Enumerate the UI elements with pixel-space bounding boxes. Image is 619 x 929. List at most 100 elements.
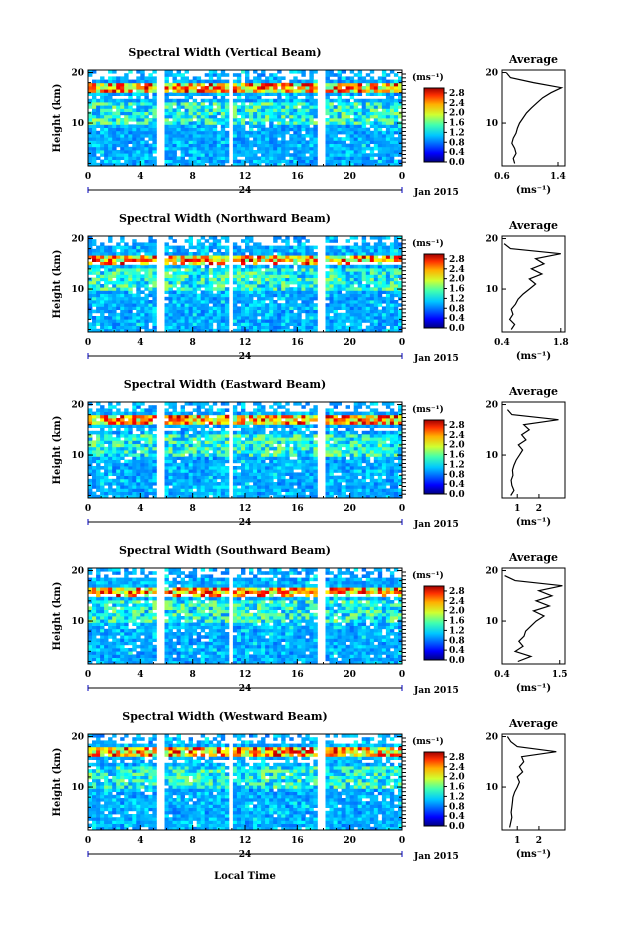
- heatmap-cell: [345, 162, 350, 167]
- heatmap-cell: [349, 248, 355, 253]
- heatmap-cell: [236, 280, 242, 285]
- heatmap-cell: [96, 137, 101, 141]
- heatmap-cell: [393, 271, 399, 275]
- heatmap-cell: [216, 102, 222, 106]
- heatmap-cell: [104, 245, 109, 250]
- heatmap-cell: [132, 124, 137, 128]
- heatmap-cell: [92, 248, 97, 253]
- heatmap-cell: [224, 82, 230, 87]
- heatmap-cell: [289, 140, 294, 144]
- heatmap-cell: [293, 162, 298, 167]
- heatmap-cell: [293, 290, 298, 294]
- heatmap-cell: [281, 118, 286, 122]
- heatmap-cell: [301, 255, 306, 259]
- heatmap-cell: [168, 156, 173, 160]
- heatmap-cell: [232, 488, 238, 492]
- heatmap-cell: [345, 98, 350, 103]
- heatmap-cell: [341, 130, 346, 135]
- heatmap-cell: [120, 111, 125, 116]
- heatmap-cell: [132, 86, 137, 90]
- heatmap-cell: [337, 296, 342, 301]
- heatmap-cell: [236, 316, 242, 320]
- heatmap-cell: [128, 322, 133, 326]
- heatmap-cell: [245, 293, 250, 298]
- heatmap-cell: [349, 236, 355, 240]
- heatmap-cell: [188, 453, 193, 457]
- heatmap-cell: [293, 245, 298, 250]
- average-unit: (ms⁻¹): [516, 351, 551, 362]
- heatmap-cell: [257, 287, 262, 291]
- heatmap-cell: [116, 143, 121, 148]
- heatmap-cell: [385, 277, 391, 282]
- heatmap-cell: [104, 303, 109, 307]
- heatmap-cell: [224, 248, 230, 253]
- heatmap-cell: [265, 258, 270, 262]
- heatmap-cell: [216, 73, 222, 77]
- heatmap-cell: [353, 143, 359, 148]
- heatmap-cell: [377, 102, 383, 106]
- heatmap-cell: [108, 95, 113, 100]
- heatmap-cell: [124, 264, 129, 269]
- heatmap-cell: [253, 290, 258, 294]
- heatmap-cell: [245, 274, 250, 278]
- heatmap-cell: [373, 121, 379, 125]
- heatmap-cell: [329, 111, 334, 116]
- heatmap-cell: [224, 437, 230, 441]
- heatmap-cell: [172, 73, 177, 77]
- heatmap-cell: [265, 82, 270, 87]
- heatmap-cell: [305, 309, 310, 314]
- heatmap-cell: [377, 92, 383, 96]
- heatmap-cell: [381, 290, 387, 294]
- heatmap-cell: [96, 245, 101, 250]
- heatmap-cell: [281, 143, 286, 148]
- heatmap-cell: [337, 303, 342, 307]
- heatmap-cell: [116, 280, 121, 285]
- heatmap-cell: [120, 255, 125, 259]
- heatmap-cell: [148, 268, 153, 272]
- heatmap-cell: [293, 127, 298, 132]
- heatmap-cell: [124, 102, 129, 106]
- heatmap-cell: [144, 242, 149, 246]
- heatmap-cell: [92, 162, 97, 167]
- heatmap-cell: [116, 111, 121, 116]
- heatmap-cell: [273, 309, 278, 314]
- heatmap-cell: [261, 328, 266, 333]
- heatmap-cell: [293, 312, 298, 317]
- heatmap-cell: [124, 306, 129, 310]
- heatmap-cell: [140, 303, 145, 307]
- heatmap-cell: [128, 491, 133, 496]
- heatmap-cell: [148, 456, 153, 460]
- heatmap-cell: [152, 76, 157, 80]
- heatmap-cell: [172, 293, 177, 298]
- heatmap-cell: [285, 239, 290, 243]
- heatmap-cell: [329, 290, 334, 294]
- heatmap-cell: [236, 150, 242, 154]
- heatmap-cell: [108, 236, 113, 240]
- heatmap-cell: [216, 293, 222, 298]
- heatmap-cell: [257, 89, 262, 93]
- heatmap-cell: [140, 280, 145, 285]
- heatmap-cell: [245, 280, 250, 285]
- heatmap-cell: [293, 111, 298, 116]
- heatmap-cell: [289, 312, 294, 317]
- heatmap-cell: [281, 264, 286, 269]
- heatmap-cell: [132, 159, 137, 164]
- heatmap-cell: [92, 95, 97, 100]
- heatmap-cell: [164, 469, 169, 473]
- heatmap-cell: [92, 325, 97, 330]
- heatmap-cell: [136, 137, 141, 141]
- heatmap-cell: [116, 475, 121, 480]
- heatmap-cell: [224, 430, 230, 435]
- heatmap-cell: [196, 488, 202, 492]
- heatmap-cell: [88, 421, 93, 425]
- heatmap-cell: [108, 427, 113, 432]
- heatmap-cell: [208, 312, 214, 317]
- heatmap-cell: [224, 79, 230, 84]
- heatmap-cell: [148, 76, 153, 80]
- heatmap-cell: [224, 274, 230, 278]
- heatmap-cell: [377, 280, 383, 285]
- heatmap-cell: [132, 462, 137, 467]
- heatmap-cell: [164, 124, 169, 128]
- heatmap-cell: [204, 114, 210, 119]
- heatmap-cell: [136, 252, 141, 256]
